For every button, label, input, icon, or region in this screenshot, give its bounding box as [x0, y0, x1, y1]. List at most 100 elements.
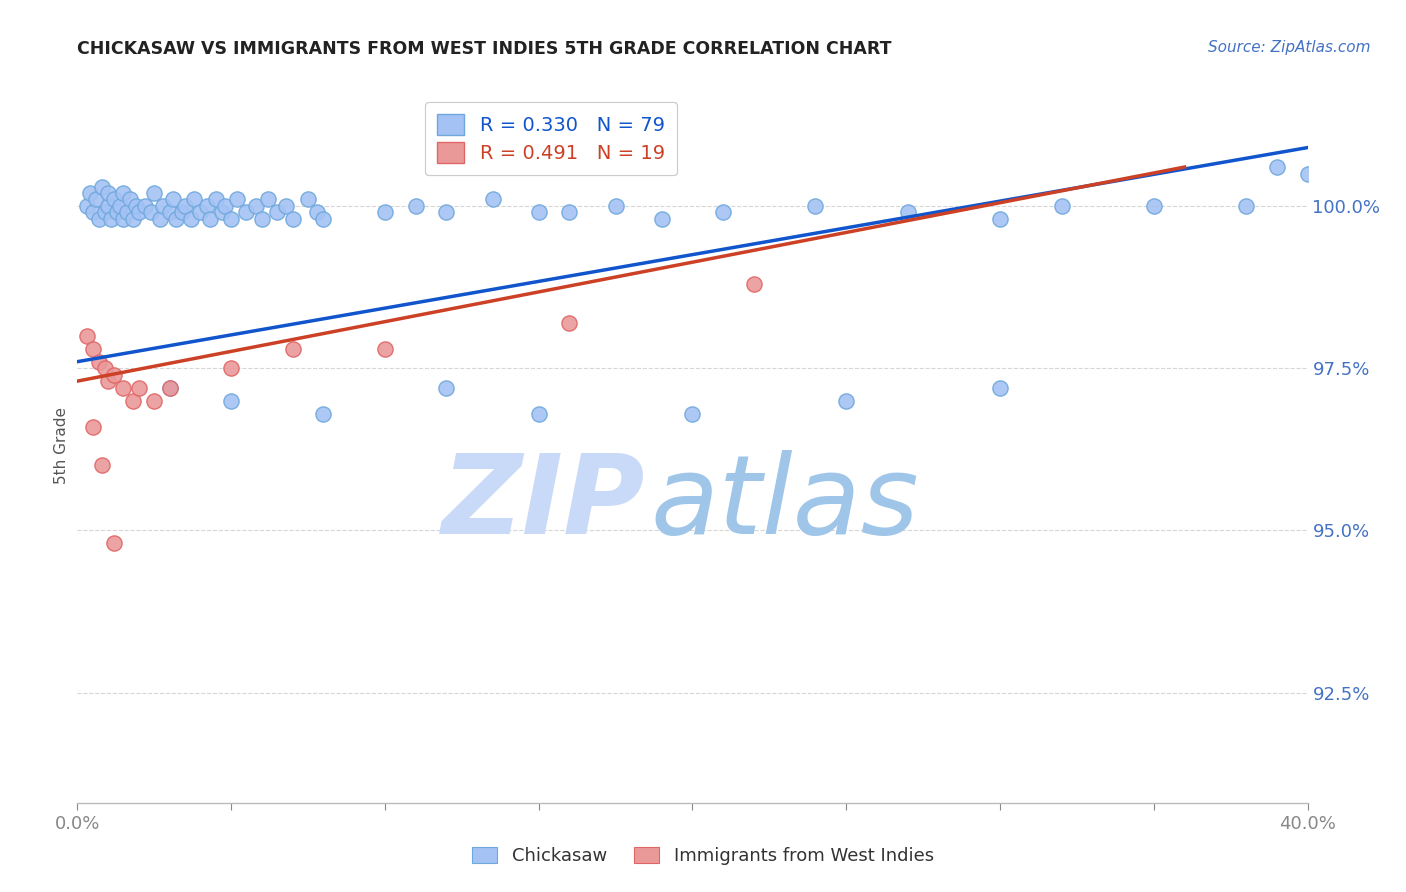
Point: [82, 205, 104, 219]
Point: [266, 205, 288, 219]
Point: [159, 205, 181, 219]
Point: [276, 199, 298, 213]
Point: [76, 328, 98, 343]
Point: [436, 205, 458, 219]
Point: [159, 381, 181, 395]
Point: [188, 205, 212, 219]
Point: [112, 211, 135, 226]
Point: [165, 211, 187, 226]
Point: [180, 211, 202, 226]
Point: [897, 205, 920, 219]
Point: [100, 211, 122, 226]
Point: [219, 393, 242, 408]
Point: [76, 199, 98, 213]
Point: [219, 361, 242, 376]
Point: [405, 199, 427, 213]
Point: [250, 211, 273, 226]
Point: [711, 205, 734, 219]
Point: [312, 211, 335, 226]
Point: [558, 205, 581, 219]
Point: [214, 199, 236, 213]
Point: [110, 199, 132, 213]
Point: [115, 205, 138, 219]
Point: [527, 407, 550, 421]
Point: [103, 368, 125, 382]
Point: [198, 211, 221, 226]
Point: [605, 199, 627, 213]
Point: [174, 199, 197, 213]
Point: [87, 211, 110, 226]
Point: [307, 205, 329, 219]
Point: [281, 211, 304, 226]
Point: [558, 316, 581, 330]
Point: [112, 381, 135, 395]
Text: atlas: atlas: [651, 450, 920, 557]
Legend: Chickasaw, Immigrants from West Indies: Chickasaw, Immigrants from West Indies: [465, 839, 941, 872]
Point: [804, 199, 827, 213]
Point: [159, 381, 181, 395]
Point: [121, 211, 143, 226]
Point: [105, 205, 128, 219]
Point: [87, 354, 110, 368]
Point: [651, 211, 673, 226]
Point: [112, 186, 135, 200]
Point: [162, 193, 184, 207]
Point: [94, 205, 117, 219]
Point: [103, 193, 125, 207]
Point: [97, 199, 120, 213]
Point: [297, 193, 319, 207]
Point: [257, 193, 280, 207]
Point: [125, 199, 148, 213]
Point: [128, 205, 150, 219]
Point: [183, 193, 205, 207]
Text: ZIP: ZIP: [443, 450, 645, 557]
Point: [235, 205, 257, 219]
Point: [219, 211, 242, 226]
Point: [128, 381, 150, 395]
Point: [121, 393, 143, 408]
Point: [1050, 199, 1073, 213]
Point: [374, 205, 396, 219]
Point: [141, 205, 163, 219]
Legend: R = 0.330   N = 79, R = 0.491   N = 19: R = 0.330 N = 79, R = 0.491 N = 19: [426, 103, 676, 175]
Point: [97, 186, 120, 200]
Point: [527, 205, 550, 219]
Point: [204, 193, 226, 207]
Point: [79, 186, 101, 200]
Point: [281, 342, 304, 356]
Point: [149, 211, 172, 226]
Point: [211, 205, 233, 219]
Text: Source: ZipAtlas.com: Source: ZipAtlas.com: [1208, 40, 1371, 55]
Point: [988, 211, 1011, 226]
Point: [134, 199, 156, 213]
Point: [84, 193, 107, 207]
Point: [226, 193, 249, 207]
Point: [82, 342, 104, 356]
Point: [103, 536, 125, 550]
Point: [835, 393, 858, 408]
Point: [90, 458, 114, 473]
Point: [170, 205, 193, 219]
Point: [1143, 199, 1166, 213]
Point: [195, 199, 218, 213]
Point: [312, 407, 335, 421]
Point: [82, 419, 104, 434]
Point: [374, 342, 396, 356]
Point: [1265, 160, 1288, 174]
Point: [245, 199, 267, 213]
Point: [90, 179, 114, 194]
Point: [143, 393, 166, 408]
Point: [143, 186, 166, 200]
Point: [152, 199, 174, 213]
Text: CHICKASAW VS IMMIGRANTS FROM WEST INDIES 5TH GRADE CORRELATION CHART: CHICKASAW VS IMMIGRANTS FROM WEST INDIES…: [77, 40, 891, 58]
Point: [94, 361, 117, 376]
Point: [118, 193, 141, 207]
Y-axis label: 5th Grade: 5th Grade: [53, 408, 69, 484]
Point: [1234, 199, 1257, 213]
Point: [1296, 167, 1319, 181]
Point: [436, 381, 458, 395]
Point: [682, 407, 704, 421]
Point: [481, 193, 503, 207]
Point: [988, 381, 1011, 395]
Point: [97, 374, 120, 388]
